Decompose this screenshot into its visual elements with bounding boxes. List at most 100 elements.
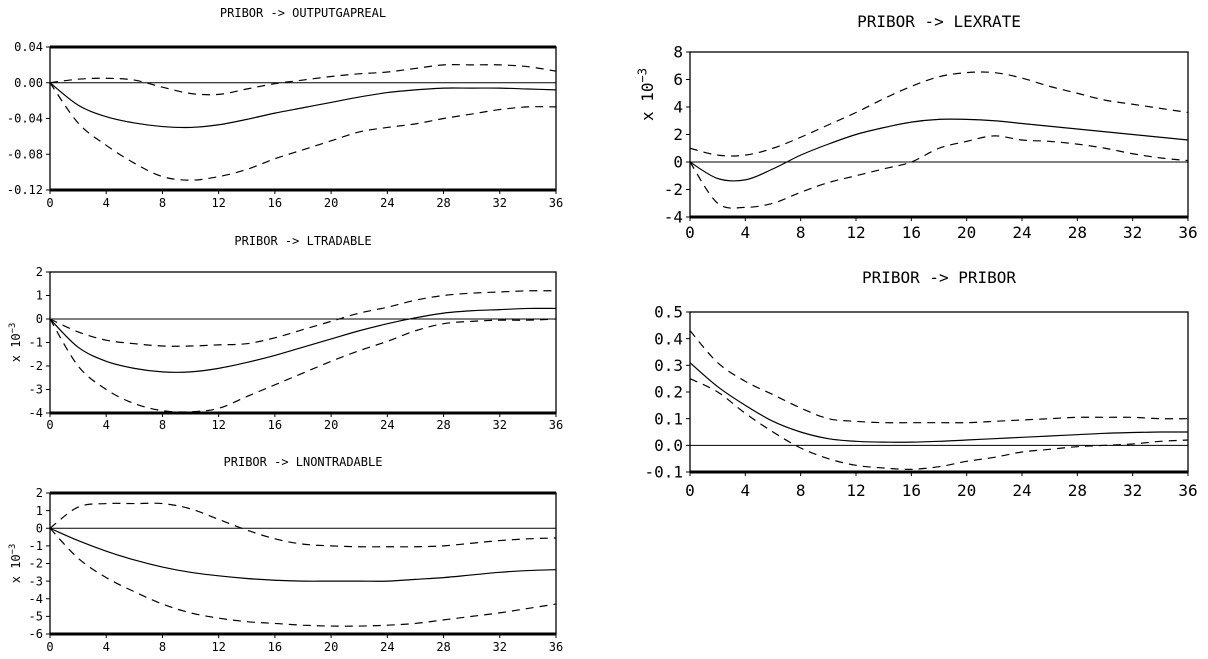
x-tick-label: 4 bbox=[103, 196, 110, 210]
x-tick-label: 12 bbox=[846, 223, 865, 242]
y-tick-label: 0.1 bbox=[654, 409, 683, 428]
upper-band-line bbox=[689, 71, 1189, 157]
upper-band-line bbox=[49, 290, 557, 347]
x-tick-label: 36 bbox=[1178, 223, 1197, 242]
y-tick-label: 4 bbox=[673, 98, 683, 117]
response-line bbox=[49, 527, 557, 582]
y-tick-label: 0.3 bbox=[654, 356, 683, 375]
y-tick-label: 8 bbox=[673, 43, 683, 62]
x-tick-label: 12 bbox=[211, 196, 225, 210]
y-tick-label: 2 bbox=[36, 486, 43, 500]
x-tick-label: 0 bbox=[46, 640, 53, 654]
y-tick-label: -4 bbox=[29, 406, 43, 420]
lower-band-line bbox=[49, 82, 557, 181]
x-tick-label: 8 bbox=[796, 481, 806, 500]
y-tick-label: -0.12 bbox=[7, 183, 43, 197]
y-axis-label: x 10−3 bbox=[8, 323, 23, 363]
y-tick-label: -0.1 bbox=[644, 463, 683, 482]
x-tick-label: 24 bbox=[1012, 223, 1031, 242]
chart-panel-1: PRIBOR -> OUTPUTGAPREAL 0 4 8 12 16 20 24 28 32 36… bbox=[7, 6, 563, 210]
x-tick-label: 16 bbox=[268, 196, 282, 210]
x-tick-label: 16 bbox=[902, 481, 921, 500]
y-tick-label: -0.08 bbox=[7, 147, 43, 161]
plot-frame bbox=[49, 492, 557, 635]
x-tick-label: 12 bbox=[211, 640, 225, 654]
x-tick-label: 8 bbox=[159, 640, 166, 654]
plot-frame bbox=[689, 51, 1189, 218]
x-tick-label: 28 bbox=[1068, 481, 1087, 500]
y-tick-label: 0.2 bbox=[654, 383, 683, 402]
y-tick-label: -2 bbox=[664, 180, 683, 199]
x-tick-label: 36 bbox=[1178, 481, 1197, 500]
y-tick-label: 0.0 bbox=[654, 436, 683, 455]
x-tick-label: 12 bbox=[211, 418, 225, 432]
x-tick-label: 20 bbox=[324, 640, 338, 654]
y-tick-label: -5 bbox=[29, 610, 43, 624]
x-tick-label: 12 bbox=[846, 481, 865, 500]
x-tick-label: 4 bbox=[741, 481, 751, 500]
x-tick-label: 28 bbox=[1068, 223, 1087, 242]
x-tick-label: 8 bbox=[159, 196, 166, 210]
x-tick-label: 32 bbox=[1123, 481, 1142, 500]
y-tick-label: 0.00 bbox=[14, 76, 43, 90]
y-tick-label: -3 bbox=[29, 574, 43, 588]
x-tick-label: 32 bbox=[493, 196, 507, 210]
y-tick-label: 2 bbox=[673, 125, 683, 144]
lower-band-line bbox=[689, 378, 1189, 470]
x-tick-label: 28 bbox=[436, 196, 450, 210]
x-tick-label: 24 bbox=[1012, 481, 1031, 500]
x-tick-label: 8 bbox=[159, 418, 166, 432]
chart-title: PRIBOR -> LTRADABLE bbox=[234, 234, 371, 248]
x-tick-label: 28 bbox=[436, 640, 450, 654]
y-tick-label: 1 bbox=[36, 504, 43, 518]
x-tick-label: 20 bbox=[957, 223, 976, 242]
x-tick-label: 0 bbox=[685, 223, 695, 242]
x-tick-label: 28 bbox=[436, 418, 450, 432]
x-tick-label: 0 bbox=[46, 418, 53, 432]
x-tick-label: 32 bbox=[493, 418, 507, 432]
plot-frame bbox=[49, 46, 557, 191]
lower-band-line bbox=[49, 318, 557, 413]
lower-band-line bbox=[49, 527, 557, 627]
y-tick-label: -3 bbox=[29, 383, 43, 397]
y-tick-label: 0 bbox=[36, 312, 43, 326]
y-axis-label: x 10−3 bbox=[635, 68, 657, 121]
x-tick-label: 8 bbox=[796, 223, 806, 242]
y-tick-label: -2 bbox=[29, 359, 43, 373]
y-tick-label: -6 bbox=[29, 627, 43, 641]
x-tick-label: 24 bbox=[380, 196, 394, 210]
x-tick-label: 4 bbox=[103, 418, 110, 432]
y-tick-label: -1 bbox=[29, 336, 43, 350]
x-tick-label: 32 bbox=[1123, 223, 1142, 242]
x-tick-label: 0 bbox=[46, 196, 53, 210]
chart-title: PRIBOR -> LEXRATE bbox=[857, 12, 1021, 31]
x-tick-label: 32 bbox=[493, 640, 507, 654]
y-tick-label: -0.04 bbox=[7, 112, 43, 126]
y-tick-label: -1 bbox=[29, 539, 43, 553]
x-tick-label: 4 bbox=[741, 223, 751, 242]
chart-title: PRIBOR -> OUTPUTGAPREAL bbox=[220, 6, 386, 20]
y-tick-label: -2 bbox=[29, 557, 43, 571]
response-line bbox=[49, 307, 557, 373]
x-tick-label: 16 bbox=[902, 223, 921, 242]
x-tick-label: 0 bbox=[685, 481, 695, 500]
y-tick-label: -4 bbox=[29, 592, 43, 606]
x-tick-label: 36 bbox=[549, 196, 563, 210]
upper-band-line bbox=[689, 330, 1189, 424]
x-tick-label: 20 bbox=[324, 196, 338, 210]
x-tick-label: 36 bbox=[549, 640, 563, 654]
y-tick-label: 0 bbox=[36, 521, 43, 535]
x-tick-label: 36 bbox=[549, 418, 563, 432]
x-tick-label: 24 bbox=[380, 418, 394, 432]
y-tick-label: 0.04 bbox=[14, 40, 43, 54]
lower-band-line bbox=[689, 135, 1189, 209]
response-line bbox=[689, 362, 1189, 443]
x-tick-label: 16 bbox=[268, 418, 282, 432]
y-tick-label: -4 bbox=[664, 208, 683, 227]
y-tick-label: 1 bbox=[36, 289, 43, 303]
y-tick-label: 6 bbox=[673, 70, 683, 89]
y-axis-label: x 10−3 bbox=[8, 544, 23, 584]
